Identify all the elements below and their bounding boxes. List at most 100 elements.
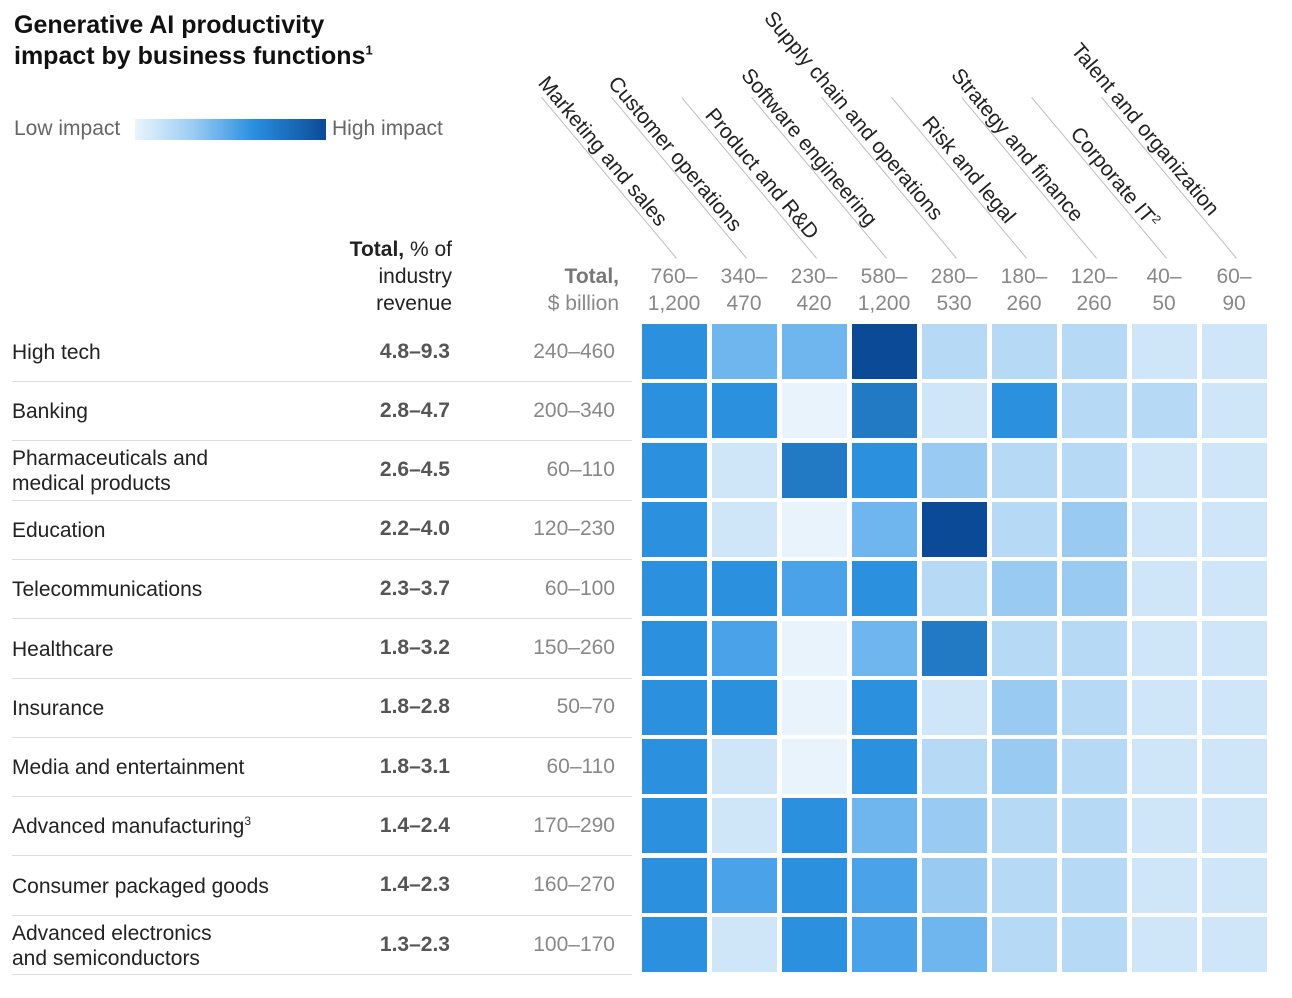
- heatmap-cell: [1132, 798, 1197, 854]
- function-total-line: 40–: [1146, 265, 1182, 288]
- function-label: Strategy and finance: [946, 64, 1088, 227]
- industry-label: Media and entertainment: [12, 755, 244, 780]
- heatmap-cell: [1132, 739, 1197, 795]
- heatmap-cell: [712, 501, 777, 557]
- function-total-line: 260: [1006, 292, 1042, 315]
- heatmap-cell: [1062, 739, 1127, 795]
- function-total-line: 580–: [860, 265, 908, 288]
- function-total: 60– 90: [1201, 263, 1267, 317]
- heatmap-cell: [852, 679, 917, 735]
- chart-title-line2: impact by business functions1: [14, 41, 434, 72]
- industry-total-billion: 120–230: [533, 517, 615, 541]
- heatmap-cell: [992, 798, 1057, 854]
- heatmap-cell: [852, 857, 917, 913]
- heatmap-cell: [1062, 383, 1127, 439]
- heatmap-cell: [642, 561, 707, 617]
- industry-total-billion: 50–70: [556, 695, 615, 719]
- heatmap-cell: [1132, 383, 1197, 439]
- industry-label-text: Advanced electronics: [12, 921, 212, 945]
- heatmap-cell: [1132, 857, 1197, 913]
- heatmap-cell: [922, 383, 987, 439]
- row-separator: [12, 974, 632, 975]
- industry-label-footnote: 3: [244, 814, 251, 829]
- heatmap-cell: [782, 561, 847, 617]
- heatmap-cell: [992, 917, 1057, 972]
- industry-total-percent: 2.6–4.5: [379, 458, 450, 482]
- industry-label-text: Media and entertainment: [12, 756, 245, 780]
- header-pct-rest: % of: [409, 238, 452, 261]
- legend-low-label: Low impact: [14, 117, 121, 140]
- industry-label-line: Advanced electronics: [12, 921, 212, 946]
- row-separator: [12, 855, 632, 857]
- row-separator: [12, 796, 632, 798]
- industry-total-percent: 1.8–2.8: [379, 695, 450, 719]
- function-label-text: Customer operations: [603, 71, 747, 236]
- heatmap-cell: [1062, 620, 1127, 676]
- heatmap-cell: [852, 620, 917, 676]
- industry-label-line: Insurance: [12, 696, 104, 721]
- industry-total-billion: 160–270: [533, 873, 615, 897]
- function-total-line: 230–: [790, 265, 838, 288]
- header-pct-bold: Total,: [349, 238, 405, 261]
- function-total-line: 420: [796, 292, 832, 315]
- industry-label: Advanced manufacturing3: [12, 814, 251, 839]
- function-total-line: 760–: [650, 265, 698, 288]
- industry-label-line: and semiconductors: [12, 946, 212, 971]
- industry-label: Education: [12, 518, 105, 543]
- heatmap-cell: [1202, 857, 1267, 913]
- heatmap-cell: [712, 857, 777, 913]
- row-separator: [12, 914, 632, 916]
- legend-gradient-bar: [135, 119, 326, 140]
- heatmap-cell: [922, 857, 987, 913]
- chart-title: Generative AI productivity impact by bus…: [14, 10, 434, 72]
- industry-total-billion: 200–340: [533, 398, 615, 422]
- row-separator: [12, 499, 632, 501]
- heatmap-cell: [782, 442, 847, 498]
- function-label-text: Software engineering: [736, 63, 882, 231]
- function-total-line: 530: [936, 292, 972, 315]
- industry-label: Healthcare: [12, 637, 114, 662]
- header-total-billion: Total, $ billion: [490, 263, 619, 317]
- industry-total-percent: 1.3–2.3: [379, 932, 450, 956]
- heatmap-cell: [782, 917, 847, 972]
- industry-label-text: Education: [12, 518, 106, 542]
- chart-title-line2-text: impact by business functions: [14, 42, 366, 70]
- function-total-line: 340–: [720, 265, 768, 288]
- industry-total-billion: 150–260: [533, 636, 615, 659]
- heatmap-cell: [782, 679, 847, 735]
- heatmap-cell: [992, 383, 1057, 439]
- industry-label-line: Healthcare: [12, 637, 114, 662]
- heatmap-cell: [922, 561, 987, 617]
- heatmap-cell: [712, 561, 777, 617]
- heatmap-cell: [852, 442, 917, 498]
- chart-title-line1: Generative AI productivity: [14, 11, 325, 39]
- row-separator: [12, 381, 632, 382]
- heatmap-cell: [712, 620, 777, 676]
- heatmap-cell: [1062, 857, 1127, 913]
- industry-label-text: Consumer packaged goods: [12, 874, 269, 898]
- industry-label: Banking: [12, 399, 88, 424]
- heatmap-cell: [1202, 620, 1267, 676]
- heatmap-cell: [992, 324, 1057, 379]
- industry-label: Insurance: [12, 696, 104, 721]
- industry-label-text: and semiconductors: [12, 946, 200, 970]
- industry-total-billion: 60–110: [546, 458, 615, 482]
- row-separator: [12, 558, 632, 560]
- function-total: 280– 530: [921, 263, 987, 317]
- heatmap-cell: [1062, 917, 1127, 972]
- heatmap-cell: [712, 739, 777, 795]
- heatmap-cell: [992, 739, 1057, 795]
- row-separator: [12, 677, 632, 679]
- industry-label: Pharmaceuticals and medical products: [12, 446, 208, 496]
- industry-label-line: High tech: [12, 340, 101, 365]
- header-pct-line1: Total, % of: [300, 236, 452, 263]
- heatmap-cell: [642, 917, 707, 972]
- heatmap-cell: [922, 442, 987, 498]
- header-pct-line3: revenue: [376, 292, 452, 315]
- heatmap-cell: [782, 620, 847, 676]
- function-total-line: 1,200: [857, 292, 911, 315]
- industry-total-percent: 2.3–3.7: [379, 576, 450, 600]
- industry-label: Advanced electronics and semiconductors: [12, 921, 212, 971]
- heatmap-cell: [992, 442, 1057, 498]
- function-total-line: 1,200: [647, 292, 701, 315]
